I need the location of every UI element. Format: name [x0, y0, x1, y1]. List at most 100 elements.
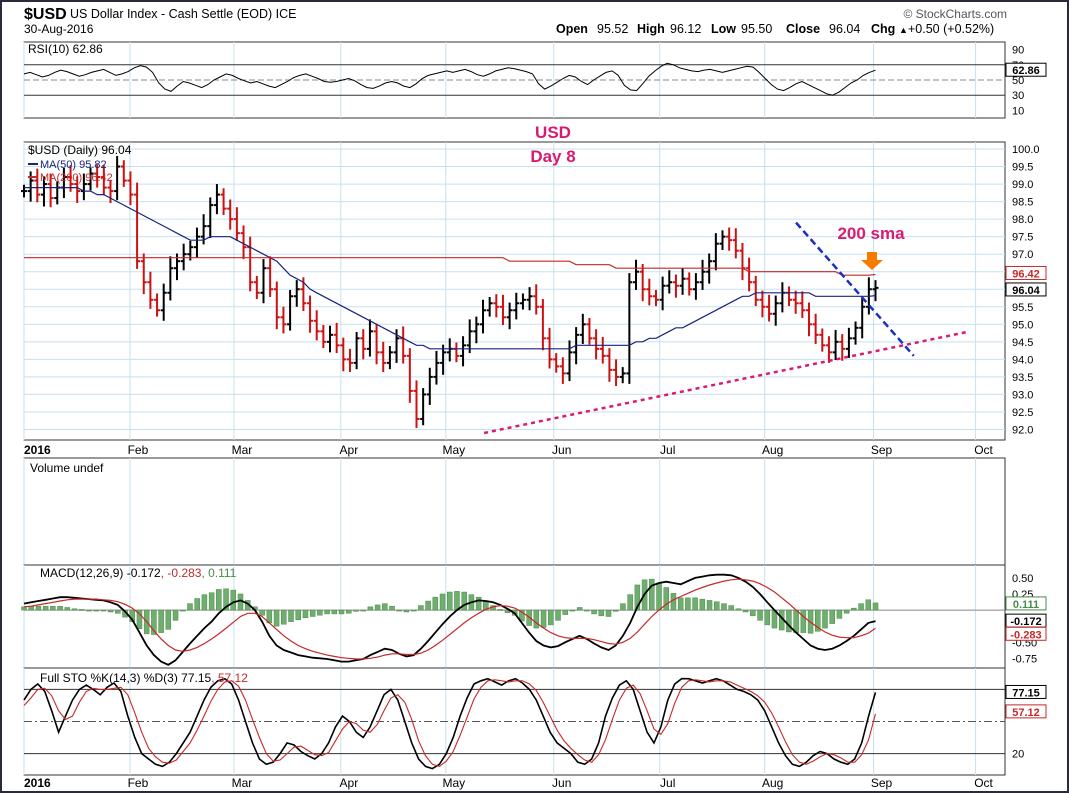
price-tick-94.5: 94.5: [1012, 337, 1033, 349]
rsi-tick-10: 10: [1012, 105, 1024, 117]
macd-histogram-bar: [851, 607, 857, 611]
macd-histogram-bar: [353, 609, 359, 612]
macd-histogram-bar: [692, 597, 698, 611]
macd-histogram-bar: [281, 609, 287, 625]
chg-value: +0.50 (+0.52%): [908, 22, 994, 36]
chart-date: 30-Aug-2016: [24, 22, 94, 36]
macd-histogram-bar: [714, 601, 720, 611]
x-label-Jun: Jun: [552, 443, 571, 457]
macd-histogram-bar: [822, 609, 828, 629]
macd-histogram-bar: [230, 589, 237, 611]
price-tick-99.0: 99.0: [1012, 179, 1033, 191]
signal-last-label-box: [1005, 626, 1047, 641]
sto-x-label-Aug: Aug: [762, 776, 783, 790]
macd-histogram-bar: [548, 609, 554, 626]
down-arrow-icon: [861, 252, 883, 270]
macd-histogram-bar: [360, 609, 366, 612]
macd-histogram-bar: [872, 602, 879, 611]
price-tick-94.0: 94.0: [1012, 354, 1033, 366]
macd-line: [23, 573, 876, 666]
rsi-line: [23, 62, 876, 96]
price-tick-100.0: 100.0: [1012, 144, 1040, 156]
sto-d-last-label-box: [1005, 704, 1047, 719]
macd-histogram-bar: [634, 584, 641, 611]
macd-histogram-bar: [223, 588, 229, 611]
macd-histogram-bar: [374, 604, 381, 611]
macd-histogram-bar: [447, 591, 453, 611]
ohlc-summary: Open 95.52 High 96.12 Low 95.50 Close 96…: [556, 22, 994, 36]
sto-title-part-2: , 57.12: [211, 671, 248, 685]
sto-x-label-2016: 2016: [24, 776, 51, 790]
sto-x-label-May: May: [442, 776, 465, 790]
annotation-title-usd: USD: [535, 123, 571, 142]
macd-histogram-bar: [418, 605, 424, 611]
macd-histogram-bar: [382, 603, 388, 611]
macd-histogram-bar: [815, 609, 821, 632]
price-tick-99.5: 99.5: [1012, 162, 1033, 174]
x-label-Aug: Aug: [762, 443, 783, 457]
sto-x-label-Jun: Jun: [552, 776, 571, 790]
close-last-label: 96.04: [1012, 285, 1040, 297]
macd-histogram-bar: [764, 609, 771, 626]
macd-histogram-bar: [663, 587, 669, 611]
macd-histogram-bar: [576, 607, 583, 611]
price-tick-95.5: 95.5: [1012, 302, 1033, 314]
chg-label: Chg: [871, 22, 895, 36]
macd-histogram-bar: [533, 609, 540, 629]
macd-tick-0.50: 0.50: [1012, 573, 1033, 585]
x-label-Oct: Oct: [974, 443, 993, 457]
macd-histogram-bar: [569, 609, 576, 612]
macd-histogram-bar: [100, 609, 107, 612]
macd-histogram-bar: [865, 599, 872, 611]
x-label-2016: 2016: [24, 443, 51, 457]
sto-d-line: [23, 679, 877, 768]
open-value: 95.52: [597, 22, 628, 36]
macd-histogram-bar: [345, 609, 352, 614]
sto-k-last-label: 77.15: [1012, 687, 1040, 699]
macd-title-part-3: , 0.111: [201, 566, 236, 580]
trendline-blue-dashed-downtrend: [795, 221, 915, 357]
high-label: High: [637, 22, 665, 36]
ma50-line: [24, 187, 876, 350]
macd-histogram-bar: [216, 589, 222, 611]
macd-histogram-bar: [757, 609, 763, 621]
macd-histogram-bar: [259, 609, 265, 616]
ticker-symbol: $USD: [24, 6, 67, 23]
macd-hist-last-label: 0.111: [1013, 599, 1039, 611]
price-tick-92.5: 92.5: [1012, 407, 1033, 419]
macd-histogram-bar: [273, 609, 280, 627]
macd-histogram-bar: [475, 596, 482, 611]
macd-histogram-bar: [612, 609, 619, 612]
macd-histogram-bar: [317, 609, 323, 616]
macd-histogram-bar: [35, 605, 42, 611]
price-tick-95.0: 95.0: [1012, 319, 1033, 331]
macd-histogram-bar: [829, 609, 835, 624]
ma200-line: [24, 257, 876, 276]
legend-label-1: MA(200) 96.42: [40, 172, 113, 184]
macd-histogram-bar: [432, 596, 439, 611]
price-tick-97.0: 97.0: [1012, 249, 1033, 261]
macd-histogram-bar: [295, 609, 301, 620]
price-tick-98.0: 98.0: [1012, 214, 1033, 226]
index-name: US Dollar Index - Cash Settle (EOD) ICE: [70, 7, 296, 21]
sto-d-last-label: 57.12: [1012, 707, 1040, 719]
macd-histogram-bar: [302, 609, 309, 619]
macd-histogram-bar: [151, 609, 157, 635]
price-tick-93.0: 93.0: [1012, 389, 1033, 401]
close-label: Close: [786, 22, 820, 36]
price-tick-98.5: 98.5: [1012, 197, 1033, 209]
macd-histogram-bar: [331, 609, 338, 615]
sto-k-line: [23, 677, 877, 770]
macd-histogram-bar: [843, 609, 850, 614]
annotation-title-day: Day 8: [530, 147, 575, 166]
macd-histogram-bar: [584, 609, 590, 612]
macd-tick--0.75: -0.75: [1012, 653, 1037, 665]
price-tick-93.5: 93.5: [1012, 372, 1033, 384]
macd-histogram-bar: [324, 609, 330, 615]
macd-histogram-bar: [309, 609, 316, 617]
macd-panel: [23, 564, 1006, 669]
open-label: Open: [556, 22, 588, 36]
macd-histogram-bar: [50, 605, 56, 611]
volume-title: Volume undef: [30, 461, 104, 475]
